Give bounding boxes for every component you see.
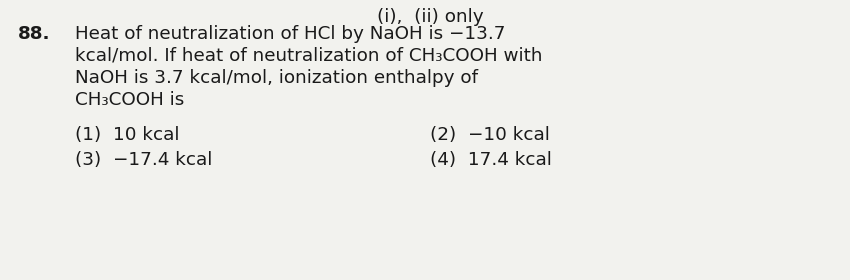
- Text: 88.: 88.: [18, 25, 50, 43]
- Text: (4)  17.4 kcal: (4) 17.4 kcal: [430, 151, 552, 169]
- Text: (3)  −17.4 kcal: (3) −17.4 kcal: [75, 151, 212, 169]
- Text: (2)  −10 kcal: (2) −10 kcal: [430, 126, 550, 144]
- Text: kcal/mol. If heat of neutralization of CH₃COOH with: kcal/mol. If heat of neutralization of C…: [75, 47, 542, 65]
- Text: (1)  10 kcal: (1) 10 kcal: [75, 126, 179, 144]
- Text: (i),  (ii) only: (i), (ii) only: [377, 8, 484, 26]
- Text: NaOH is 3.7 kcal/mol, ionization enthalpy of: NaOH is 3.7 kcal/mol, ionization enthalp…: [75, 69, 478, 87]
- Text: CH₃COOH is: CH₃COOH is: [75, 91, 184, 109]
- Text: Heat of neutralization of HCl by NaOH is −13.7: Heat of neutralization of HCl by NaOH is…: [75, 25, 506, 43]
